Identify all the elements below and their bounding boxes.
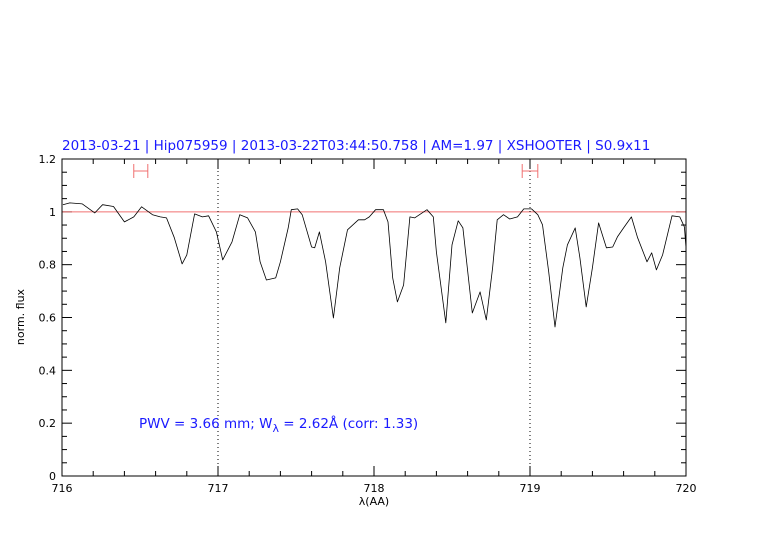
pwv-annotation: PWV = 3.66 mm; Wλ = 2.62Å (corr: 1.33) (139, 415, 418, 435)
x-tick-label: 716 (52, 482, 73, 495)
y-tick-label: 0.6 (39, 312, 57, 325)
x-tick-label: 717 (208, 482, 229, 495)
y-axis-label: norm. flux (14, 288, 27, 345)
y-tick-label: 0.8 (39, 259, 57, 272)
y-tick-label: 1.2 (39, 153, 57, 166)
x-tick-label: 718 (364, 482, 385, 495)
spectrum-line (62, 202, 687, 328)
plot-frame (61, 158, 687, 477)
y-tick-label: 0.4 (39, 364, 57, 377)
chart-marks (62, 159, 687, 476)
x-tick-labels: 716 717 718 719 720 (52, 482, 697, 495)
x-tick-label: 720 (676, 482, 697, 495)
y-tick-label: 1 (49, 206, 56, 219)
chart-title: 2013-03-21 | Hip075959 | 2013-03-22T03:4… (62, 138, 650, 154)
x-axis-label: λ(AA) (359, 495, 389, 508)
range-bar (133, 164, 149, 178)
y-tick-label: 0.2 (39, 417, 57, 430)
range-bar (521, 164, 539, 178)
y-tick-labels: 0 0.2 0.4 0.6 0.8 1 1.2 (39, 153, 57, 483)
x-tick-label: 719 (520, 482, 541, 495)
y-tick-label: 0 (49, 470, 56, 483)
